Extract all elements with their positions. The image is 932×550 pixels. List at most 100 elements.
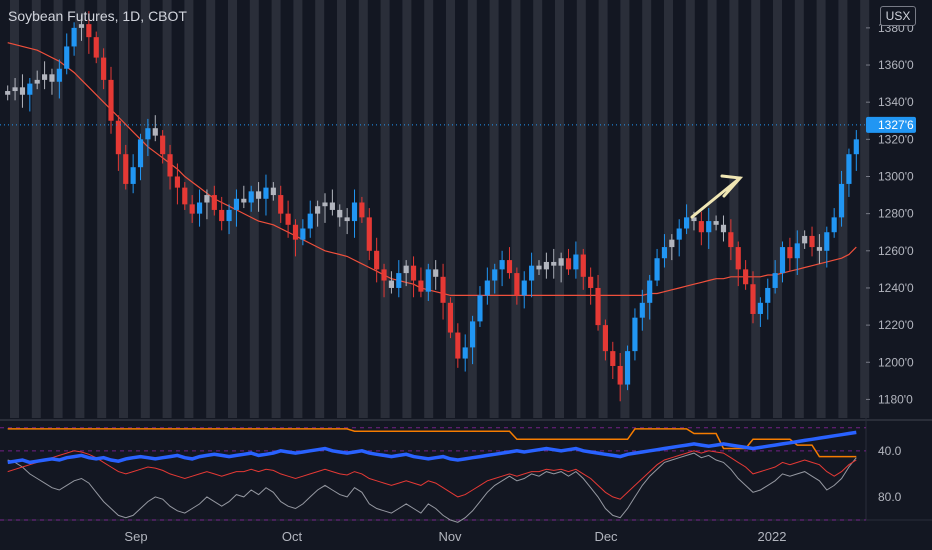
oscillator-tick-label: 80.0 (878, 490, 902, 504)
candle-body (12, 87, 18, 92)
oscillator-tick-label: 40.0 (878, 444, 902, 458)
candle-body (93, 37, 99, 58)
candle-body (78, 24, 85, 28)
candle-body (108, 79, 114, 121)
candlestick-series (5, 11, 859, 402)
candle-body (351, 202, 358, 222)
price-axis[interactable]: 1180'0 1200'0 1220'0 1240'0 1260'0 1280'0 1300… (866, 21, 914, 504)
candle-body (676, 228, 682, 240)
price-tick-label: 1300'0 (878, 169, 914, 183)
candle-body (374, 250, 380, 270)
candle-body (123, 154, 129, 184)
stripe (337, 0, 346, 418)
stripe (271, 0, 281, 418)
candle-body (174, 176, 180, 188)
price-tick-label: 1280'0 (878, 207, 914, 221)
candle-body (610, 351, 616, 366)
candle-body (322, 202, 328, 207)
candle-body (514, 273, 520, 296)
candle-body (529, 265, 535, 281)
candle-body (779, 247, 786, 274)
stripe (228, 0, 237, 418)
stripe (773, 0, 782, 418)
stripe (707, 0, 717, 418)
candle-body (292, 224, 299, 240)
candle-body (49, 74, 55, 82)
oscillator-orange-line (7, 428, 857, 458)
candle-body (713, 221, 719, 225)
oscillator-pane (0, 427, 866, 523)
stripe (184, 0, 194, 418)
candle-body (42, 74, 48, 80)
candle-body (307, 213, 313, 229)
candle-body (71, 27, 77, 47)
candle-body (263, 187, 269, 199)
stripe (620, 0, 630, 418)
oscillator-blue-line (7, 430, 857, 465)
stripe (140, 0, 150, 418)
candle-body (787, 247, 793, 259)
time-axis[interactable]: Sep Oct Nov Dec 2022 (124, 529, 786, 544)
candle-body (624, 351, 631, 385)
candle-body (34, 79, 40, 84)
candle-body (388, 280, 394, 288)
time-tick-label: Nov (438, 529, 462, 544)
candle-body (647, 280, 653, 303)
stripe (598, 0, 608, 418)
candle-body (396, 273, 402, 288)
time-tick-label: Sep (124, 529, 147, 544)
candle-body (551, 261, 557, 266)
candle-body (654, 258, 660, 281)
candle-body (300, 228, 306, 240)
stripe (53, 0, 63, 418)
candle-body (720, 224, 727, 233)
candle-body (329, 202, 335, 210)
candle-body (521, 280, 527, 296)
oscillator-grey-line (7, 452, 857, 523)
candle-body (182, 187, 188, 205)
candle-body (337, 209, 343, 218)
candle-body (219, 209, 225, 222)
candle-body (278, 195, 284, 214)
candle-body (757, 302, 763, 314)
candle-body (101, 57, 107, 80)
candle-body (433, 269, 439, 277)
stripe (685, 0, 695, 418)
currency-button[interactable]: USX (880, 6, 916, 26)
candle-body (492, 269, 498, 281)
stripe (162, 0, 172, 418)
stripe (751, 0, 761, 418)
candle-body (381, 269, 387, 281)
candle-body (691, 217, 697, 222)
price-tick-label: 1240'0 (878, 281, 914, 295)
candle-body (462, 347, 468, 359)
candle-body (684, 217, 690, 229)
candle-body (831, 217, 837, 233)
candle-body (499, 260, 505, 270)
candle-body (410, 265, 417, 281)
candle-body (418, 280, 424, 292)
candle-body (588, 276, 594, 288)
candle-body (743, 269, 749, 285)
stripe (119, 0, 128, 418)
candle-body (167, 154, 173, 177)
candle-body (455, 332, 461, 359)
price-tick-label: 1340'0 (878, 95, 914, 109)
candle-body (639, 302, 645, 318)
stripe (249, 0, 259, 418)
stripe (97, 0, 107, 418)
stripe (729, 0, 739, 418)
candle-body (425, 269, 431, 292)
candle-body (256, 191, 262, 199)
candle-body (802, 235, 808, 244)
stripe (860, 0, 870, 418)
stripe (467, 0, 477, 418)
candle-body (838, 183, 845, 218)
price-tick-label: 1260'0 (878, 244, 914, 258)
candle-body (706, 221, 712, 233)
candle-body (470, 321, 476, 348)
candle-body (632, 317, 638, 352)
candle-body (477, 295, 483, 322)
candle-body (366, 217, 372, 251)
